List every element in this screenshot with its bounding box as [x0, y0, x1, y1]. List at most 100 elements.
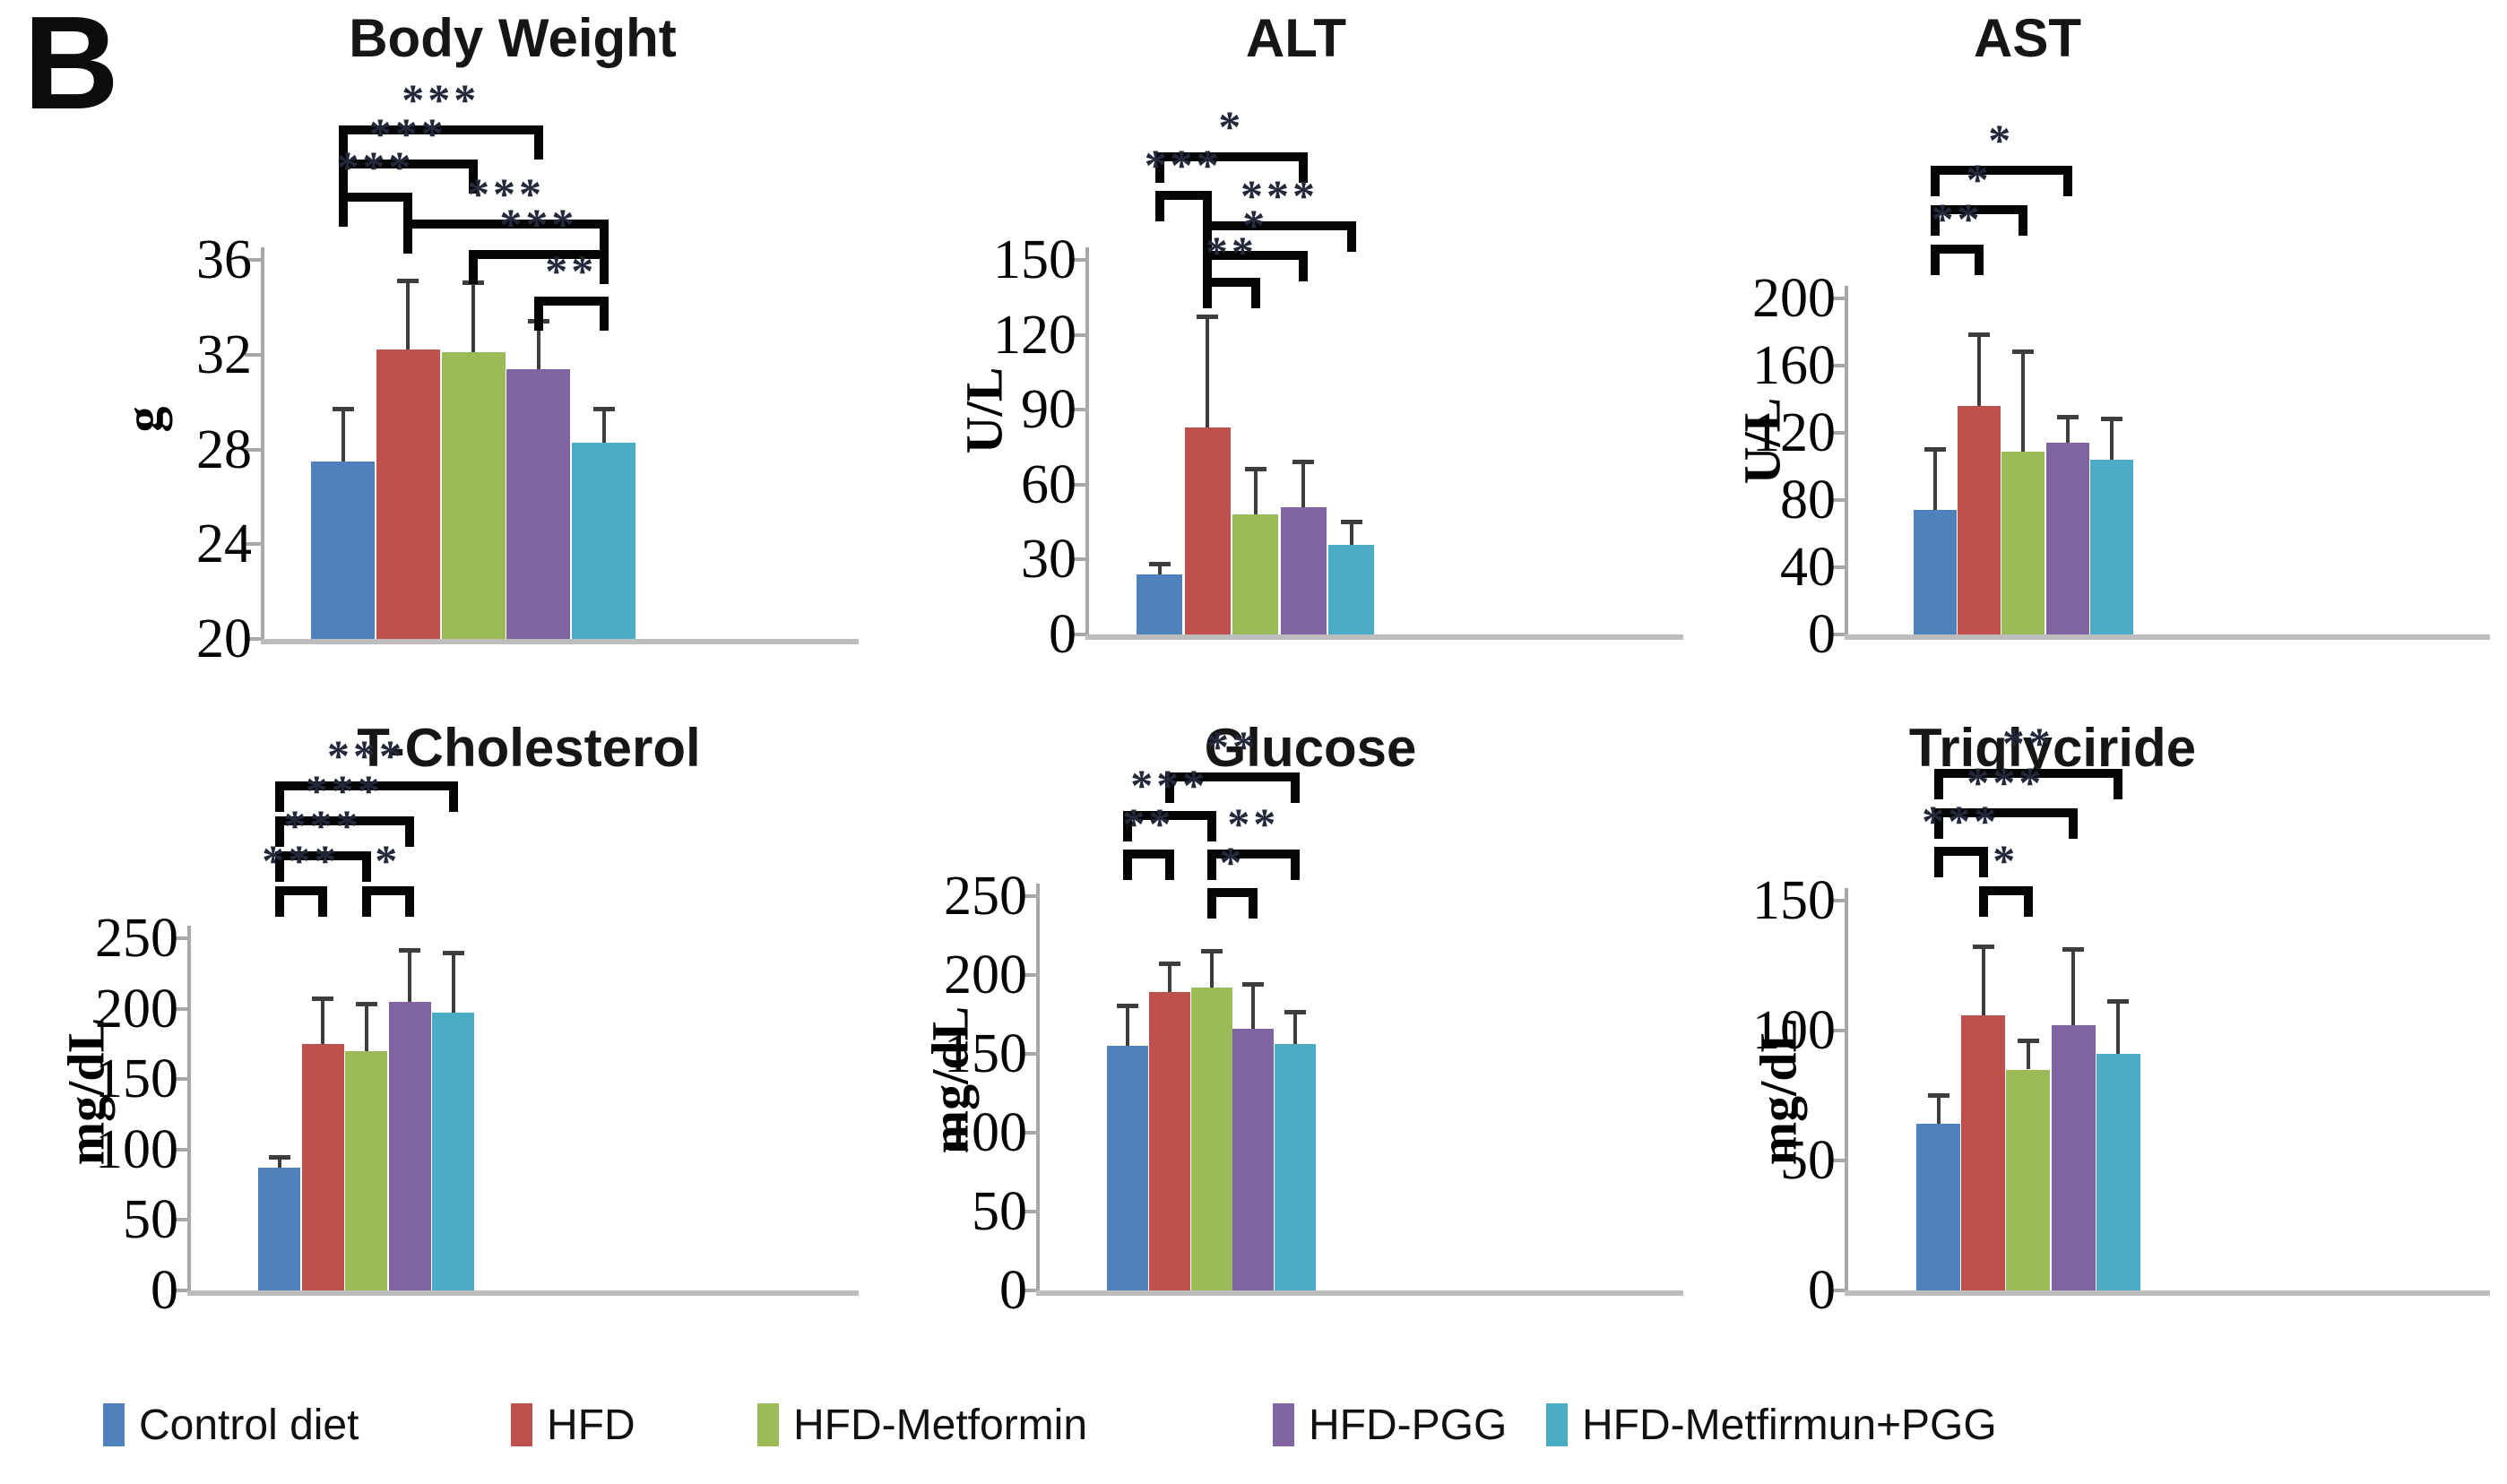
legend-label: Control diet: [139, 1401, 359, 1449]
significance-bracket-leg: [274, 781, 284, 812]
bar-control-diet: [258, 1168, 300, 1290]
significance-bracket-leg: [599, 249, 609, 284]
error-bar-cap: [1148, 561, 1171, 566]
significance-bracket-leg: [1154, 191, 1164, 222]
significance-bracket: [1931, 166, 2072, 175]
error-bar-cap: [1340, 519, 1362, 524]
significance-bracket: [1206, 888, 1258, 897]
chart-title: Body Weight: [349, 8, 677, 68]
error-bar-cap: [1158, 961, 1180, 966]
significance-bracket-leg: [2062, 166, 2072, 196]
significance-bracket: [1978, 885, 2033, 895]
significance-bracket-leg: [1206, 850, 1216, 880]
y-axis-tick-label: 160: [1752, 335, 1836, 396]
panel-label: B: [23, 0, 119, 137]
y-axis-tick: [1069, 258, 1085, 262]
significance-stars: *: [1966, 154, 1993, 204]
y-axis-tick-label: 24: [196, 513, 252, 575]
error-bar-cap: [1927, 1092, 1949, 1098]
significance-bracket: [469, 249, 609, 259]
error-bar: [536, 321, 540, 369]
significance-bracket-leg: [2114, 769, 2123, 799]
error-bar-cap: [1244, 467, 1266, 472]
significance-stars: ***: [1967, 756, 2045, 807]
error-bar: [1126, 1006, 1129, 1047]
y-axis-tick-label: 200: [95, 978, 178, 1040]
x-axis-line: [187, 1290, 859, 1296]
error-bar-cap: [332, 406, 354, 411]
y-axis-tick: [1828, 297, 1845, 300]
bar-hfd-pgg: [506, 368, 571, 639]
significance-bracket-leg: [1203, 278, 1213, 308]
y-axis-tick-label: 50: [123, 1189, 178, 1251]
y-axis-tick: [245, 637, 261, 641]
y-axis-tick-label: 150: [944, 1023, 1027, 1084]
bar-hfd-pgg: [2045, 443, 2089, 634]
bar-hfd: [301, 1043, 344, 1290]
error-bar: [1251, 984, 1256, 1029]
y-axis-tick: [1069, 332, 1085, 337]
significance-stars: ***: [327, 730, 405, 781]
significance-bracket-leg: [1346, 221, 1356, 252]
y-axis-tick: [245, 447, 261, 452]
y-axis-tick: [1828, 431, 1845, 435]
significance-bracket-leg: [338, 159, 348, 194]
y-axis-tick: [1828, 498, 1845, 502]
y-axis-tick: [171, 1077, 187, 1082]
error-bar-cap: [1292, 459, 1315, 464]
significance-bracket: [338, 125, 543, 134]
y-axis-tick-label: 90: [1021, 379, 1076, 441]
bar-hfd: [376, 349, 440, 639]
bar-hfd-metformin: [1190, 988, 1232, 1290]
error-bar-cap: [2017, 1038, 2039, 1043]
bar-hfd-metformin: [1232, 514, 1279, 634]
bar-hfd: [1184, 427, 1231, 634]
bar-hfd: [1961, 1014, 2006, 1290]
x-axis-line: [1845, 634, 2490, 640]
error-bar-cap: [1117, 1004, 1138, 1009]
significance-stars: ***: [368, 108, 447, 159]
significance-stars: ***: [283, 800, 362, 850]
significance-bracket-leg: [2069, 807, 2079, 839]
error-bar: [2021, 352, 2026, 452]
error-bar: [2109, 419, 2114, 460]
y-axis-tick: [1828, 1289, 1845, 1292]
error-bar-cap: [2012, 349, 2035, 354]
y-axis-tick: [1828, 565, 1845, 569]
bar-hfd-metfirmun-pgg: [572, 442, 636, 639]
legend-swatch-hfd-metfirmun-pgg: [1546, 1403, 1568, 1446]
error-bar-cap: [2062, 947, 2085, 953]
significance-bracket-leg: [1291, 772, 1301, 803]
significance-stars: ***: [262, 835, 341, 885]
chart-title: Glucose: [1204, 718, 1417, 778]
significance-bracket-leg: [1123, 811, 1132, 841]
significance-bracket: [403, 220, 609, 229]
y-axis-tick-label: 0: [1049, 604, 1076, 665]
significance-bracket-leg: [1164, 772, 1174, 803]
error-bar: [1206, 317, 1210, 427]
error-bar-cap: [1200, 948, 1223, 953]
significance-bracket-leg: [1933, 769, 1943, 799]
significance-bracket-leg: [405, 886, 414, 917]
y-axis-tick: [1020, 1210, 1036, 1213]
y-axis-line: [1036, 884, 1040, 1290]
y-axis-tick-label: 120: [993, 304, 1076, 366]
significance-bracket-leg: [1299, 152, 1309, 183]
legend-item-control-diet: Control diet: [103, 1400, 359, 1450]
significance-stars: *: [1988, 115, 2015, 165]
y-axis-line: [1845, 286, 1848, 634]
error-bar-cap: [355, 1001, 377, 1006]
significance-bracket-leg: [338, 125, 348, 160]
y-axis-tick: [171, 936, 187, 940]
significance-bracket-leg: [1203, 191, 1213, 222]
error-bar: [1301, 462, 1306, 507]
error-bar-cap: [442, 951, 464, 956]
y-axis-tick: [171, 1289, 187, 1292]
significance-bracket-leg: [274, 816, 284, 847]
significance-bracket-leg: [599, 297, 609, 332]
significance-bracket: [533, 297, 609, 306]
significance-bracket-leg: [1154, 152, 1164, 183]
significance-bracket: [1933, 769, 2123, 778]
